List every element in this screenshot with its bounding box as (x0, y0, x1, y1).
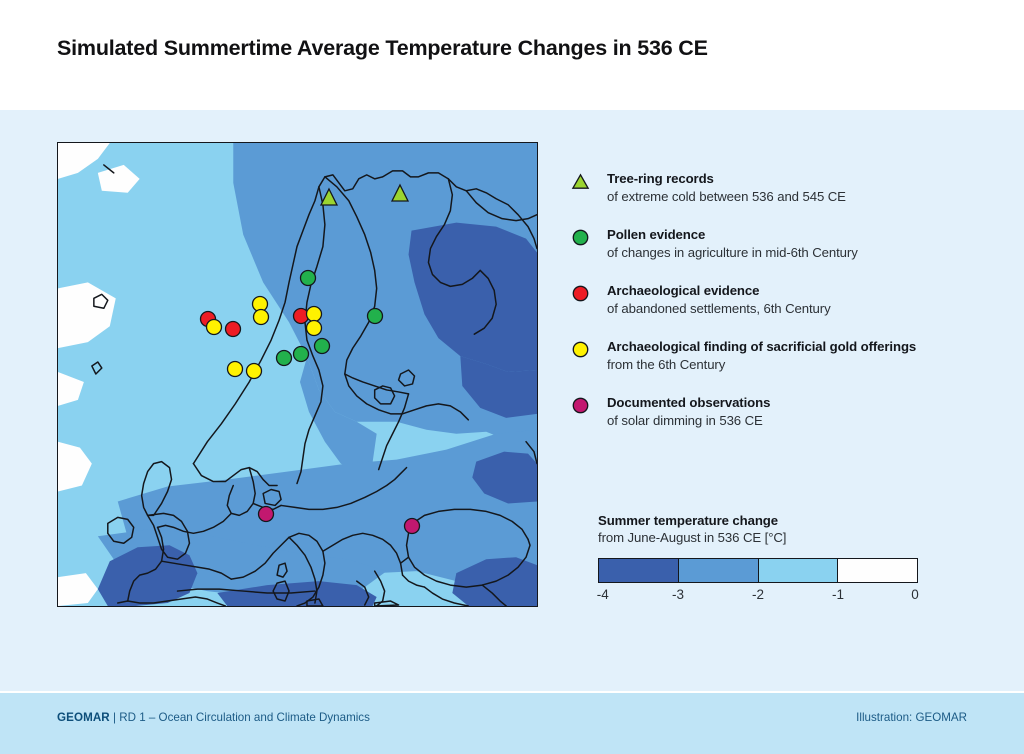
temperature-map (57, 142, 538, 607)
circle-icon (572, 285, 589, 302)
triangle-up-icon (571, 173, 590, 189)
legend-item-documented-observation[interactable]: Documented observations of solar dimming… (571, 394, 991, 430)
temp-band-dark (97, 222, 537, 606)
page-title: Simulated Summertime Average Temperature… (57, 36, 708, 60)
colorbar-scale (598, 558, 918, 583)
legend-item-tree-ring[interactable]: Tree-ring records of extreme cold betwee… (571, 170, 991, 206)
legend-title: Archaeological finding of sacrificial go… (607, 339, 917, 354)
legend-subtitle: from the 6th Century (607, 357, 726, 372)
evidence-markers (199, 183, 421, 535)
legend-subtitle: of abandoned settlements, 6th Century (607, 301, 831, 316)
legend-subtitle: of solar dimming in 536 CE (607, 413, 763, 428)
circle-icon (572, 397, 589, 414)
geomar-brand: GEOMAR (57, 711, 110, 724)
map-svg (58, 143, 537, 606)
colorbar-band-3to2 (677, 559, 758, 582)
circle-icon (572, 341, 589, 358)
footer-divider (0, 691, 1024, 693)
colorbar-band-1to0 (837, 559, 917, 582)
footer-band: GEOMAR | RD 1 – Ocean Circulation and Cl… (0, 693, 1024, 754)
legend-item-archaeological-evidence[interactable]: Archaeological evidence of abandoned set… (571, 282, 991, 318)
colorbar-tick-label: -4 (596, 587, 609, 602)
colorbar-ticks: -4 -3 -2 -1 0 (596, 587, 919, 609)
colorbar-band-4to3 (599, 559, 678, 582)
marker-gold-offering[interactable] (205, 295, 323, 380)
colorbar-band-2to1 (757, 559, 838, 582)
footer-credit: Illustration: GEOMAR (856, 711, 967, 724)
footer-department: RD 1 – Ocean Circulation and Climate Dyn… (119, 711, 370, 724)
colorbar-tick-label: -3 (671, 587, 685, 602)
legend-title: Tree-ring records (607, 171, 714, 186)
colorbar-block: Summer temperature change from June-Augu… (596, 513, 928, 609)
marker-pollen[interactable] (275, 269, 384, 367)
marker-documented-observation[interactable] (257, 505, 421, 535)
colorbar-title: Summer temperature change (598, 513, 778, 528)
legend-item-gold-offering[interactable]: Archaeological finding of sacrificial go… (571, 338, 991, 374)
coastlines (91, 164, 537, 606)
footer-separator: | (109, 711, 120, 724)
colorbar-tick-label: -2 (751, 587, 765, 602)
colorbar-tick-label: -1 (831, 587, 845, 602)
legend-title: Archaeological evidence (607, 283, 760, 298)
legend-item-pollen[interactable]: Pollen evidence of changes in agricultur… (571, 226, 991, 262)
marker-tree-ring[interactable] (319, 183, 410, 206)
header-band: Simulated Summertime Average Temperature… (0, 0, 1024, 110)
colorbar-tick-label: 0 (911, 587, 919, 602)
legend-title: Documented observations (607, 395, 771, 410)
colorbar-subtitle: from June-August in 536 CE [°C] (598, 530, 787, 545)
footer-attribution: GEOMAR | RD 1 – Ocean Circulation and Cl… (57, 711, 370, 724)
circle-icon (572, 229, 589, 246)
legend-subtitle: of changes in agriculture in mid-6th Cen… (607, 245, 858, 260)
legend-title: Pollen evidence (607, 227, 706, 242)
evidence-legend: Tree-ring records of extreme cold betwee… (571, 170, 991, 450)
temp-band-white (58, 143, 140, 606)
legend-subtitle: of extreme cold between 536 and 545 CE (607, 189, 846, 204)
